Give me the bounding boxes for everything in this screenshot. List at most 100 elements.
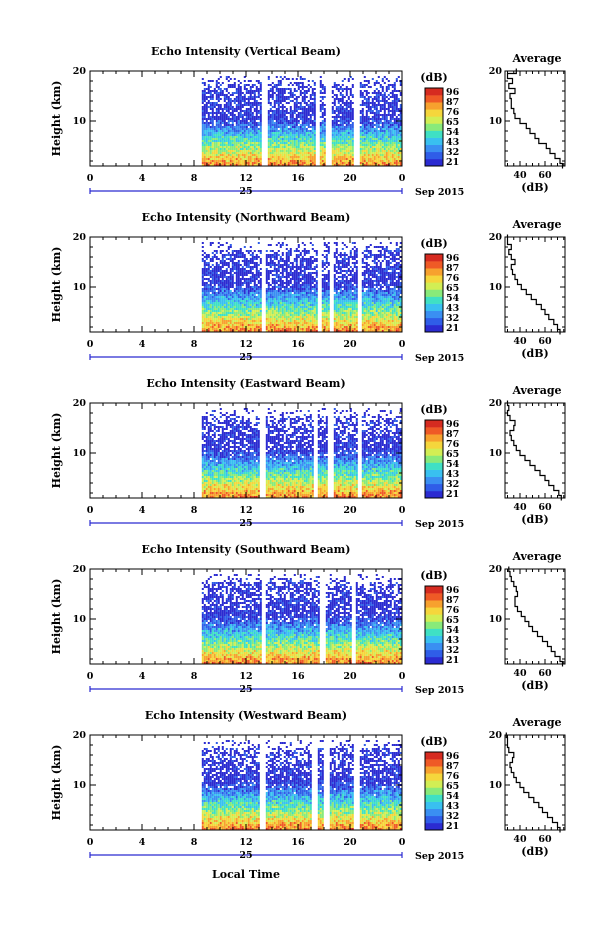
heatmap-cell [229,258,232,260]
heatmap-cell [257,324,260,326]
heatmap-cell [275,100,278,102]
heatmap-cell [203,274,206,276]
heatmap-cell [365,134,368,136]
heatmap-cell [385,150,388,152]
heatmap-cell [249,142,252,144]
heatmap-cell [287,88,290,90]
heatmap-cell [229,142,232,144]
heatmap-cell [253,130,256,132]
heatmap-cell [259,302,262,304]
heatmap-cell [313,126,316,128]
heatmap-cell [305,132,308,134]
heatmap-cell [253,250,256,252]
heatmap-cell [319,108,322,110]
heatmap-cell [383,92,386,94]
heatmap-cell [257,272,260,274]
heatmap-cell [309,110,312,112]
heatmap-cell [277,84,280,86]
heatmap-cell [273,304,276,306]
heatmap-cell [375,100,378,102]
heatmap-cell [237,328,240,330]
heatmap-cell [255,262,258,264]
heatmap-cell [235,146,238,148]
heatmap-cell [379,94,382,96]
heatmap-cell [285,258,288,260]
heatmap-cell [219,164,222,166]
heatmap-cell [225,292,228,294]
heatmap-cell [227,148,230,150]
heatmap-cell [213,134,216,136]
heatmap-cell [277,312,280,314]
heatmap-cell [291,322,294,324]
heatmap-cell [213,310,216,312]
heatmap-cell [303,106,306,108]
heatmap-cell [241,330,244,332]
heatmap-cell [377,162,380,164]
heatmap-cell [279,280,282,282]
heatmap-cell [245,288,248,290]
heatmap-cell [227,272,230,274]
heatmap-cell [279,154,282,156]
heatmap-cell [259,116,262,118]
heatmap-cell [313,136,316,138]
heatmap-cell [211,108,214,110]
heatmap-cell [233,138,236,140]
heatmap-cell [373,84,376,86]
heatmap-cell [235,314,238,316]
heatmap-cell [291,126,294,128]
heatmap-cell [399,106,402,108]
heatmap-cell [255,326,258,328]
heatmap-cell [237,120,240,122]
heatmap-cell [363,102,366,104]
heatmap-cell [379,126,382,128]
heatmap-cell [305,138,308,140]
heatmap-cell [229,154,232,156]
heatmap-cell [259,112,262,114]
heatmap-cell [347,80,350,82]
heatmap-cell [277,114,280,116]
heatmap-cell [289,268,292,270]
heatmap-cell [365,80,368,82]
heatmap-cell [293,130,296,132]
heatmap-cell [289,94,292,96]
heatmap-cell [385,100,388,102]
heatmap-cell [201,144,204,146]
heatmap-cell [207,92,210,94]
heatmap-cell [251,254,254,256]
heatmap-cell [285,138,288,140]
heatmap-cell [225,242,228,244]
heatmap-cell [273,154,276,156]
heatmap-cell [331,148,334,150]
heatmap-cell [209,146,212,148]
heatmap-cell [367,158,370,160]
heatmap-cell [335,128,338,130]
heatmap-cell [395,126,398,128]
heatmap-cell [209,308,212,310]
heatmap-cell [255,134,258,136]
heatmap-cell [213,322,216,324]
heatmap-cell [279,246,282,248]
heatmap-cell [337,130,340,132]
heatmap-cell [229,162,232,164]
heatmap-cell [277,300,280,302]
heatmap-cell [361,112,364,114]
heatmap-cell [255,158,258,160]
heatmap-cell [373,146,376,148]
heatmap-cell [269,132,272,134]
heatmap-cell [211,326,214,328]
heatmap-cell [341,108,344,110]
heatmap-cell [393,126,396,128]
heatmap-cell [201,318,204,320]
heatmap-cell [203,136,206,138]
heatmap-cell [259,328,262,330]
heatmap-cell [217,98,220,100]
heatmap-cell [283,298,286,300]
heatmap-cell [241,132,244,134]
heatmap-cell [207,266,210,268]
heatmap-cell [279,160,282,162]
heatmap-cell [257,102,260,104]
heatmap-cell [343,146,346,148]
heatmap-cell [213,318,216,320]
heatmap-cell [389,138,392,140]
heatmap-cell [367,164,370,166]
